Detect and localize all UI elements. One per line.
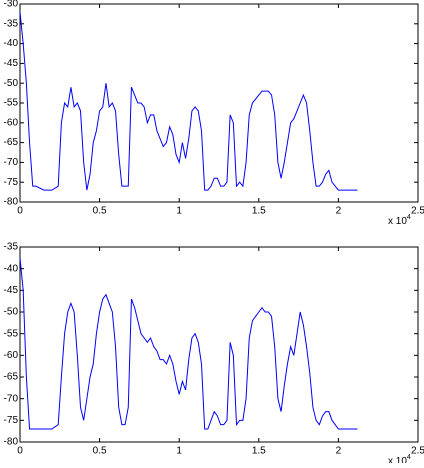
x-tick-label: 1 [176, 206, 182, 217]
x-scale-base: x 10 [388, 216, 407, 227]
x-tick-label: 0 [17, 446, 23, 457]
y-tick-label: -80 [4, 437, 19, 448]
y-tick-label: -60 [4, 350, 19, 361]
y-tick-label: -50 [4, 307, 19, 318]
x-scale-exponent: 4 [407, 454, 411, 461]
data-line [19, 257, 358, 430]
x-tick-label: 2 [336, 206, 342, 217]
y-tick-label: -70 [4, 393, 19, 404]
y-tick-label: -60 [4, 117, 19, 128]
data-line [19, 11, 358, 191]
y-tick-label: -30 [4, 0, 19, 10]
y-tick-label: -65 [4, 372, 19, 383]
y-tick-label: -55 [4, 328, 19, 339]
x-tick-label: 1.5 [252, 446, 266, 457]
plot-area [19, 246, 419, 443]
x-tick-label: 2 [336, 446, 342, 457]
x-tick-label: 0 [17, 206, 23, 217]
x-scale-label: x 104 [388, 214, 411, 227]
x-scale-base: x 10 [388, 456, 407, 463]
y-tick-label: -65 [4, 137, 19, 148]
y-tick-label: -50 [4, 78, 19, 89]
y-tick-label: -80 [4, 197, 19, 208]
y-tick-label: -45 [4, 58, 19, 69]
y-tick-label: -70 [4, 157, 19, 168]
x-scale-label: x 104 [388, 454, 411, 463]
x-tick-label: 2.5 [411, 446, 424, 457]
x-tick-label: 0.5 [93, 446, 107, 457]
y-tick-label: -35 [4, 18, 19, 29]
y-tick-label: -40 [4, 38, 19, 49]
plot-area [19, 3, 419, 203]
y-tick-label: -55 [4, 98, 19, 109]
x-tick-label: 1 [176, 446, 182, 457]
y-tick-label: -75 [4, 177, 19, 188]
x-tick-label: 0.5 [93, 206, 107, 217]
subplot: -80 -75 -70 -65 -60 -55 -50 -45 -40 -35 -30 0 0.5 1 1.… [4, 0, 424, 227]
subplot: -80 -75 -70 -65 -60 -55 -50 -45 -40 -35 0 0.5 1 1.5 2 2… [4, 242, 424, 467]
x-tick-label: 1.5 [252, 206, 266, 217]
x-tick-label: 2.5 [411, 206, 424, 217]
x-scale-exponent: 4 [407, 214, 411, 221]
y-tick-label: -40 [4, 263, 19, 274]
y-tick-label: -35 [4, 242, 19, 253]
y-tick-label: -75 [4, 415, 19, 426]
y-tick-label: -45 [4, 285, 19, 296]
